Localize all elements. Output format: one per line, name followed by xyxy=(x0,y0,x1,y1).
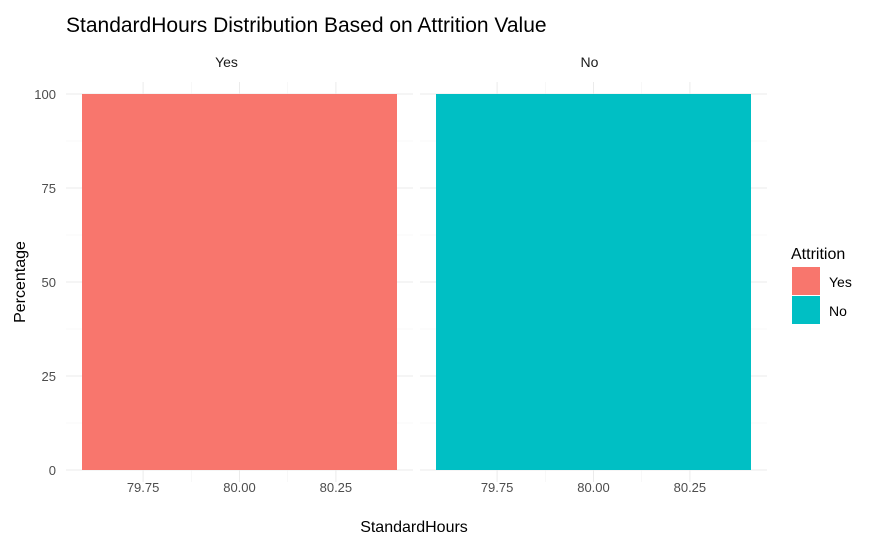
facet-panels: Yes 79.75 80.00 80.25 No 79.75 80.00 80.25 0 25 50… xyxy=(34,54,767,495)
chart-title: StandardHours Distribution Based on Attr… xyxy=(66,14,547,37)
x-axis-title: StandardHours xyxy=(360,519,468,536)
legend: Attrition Yes No xyxy=(791,246,852,324)
legend-title: Attrition xyxy=(791,246,845,263)
y-tick-label: 0 xyxy=(49,463,56,478)
y-tick-label: 25 xyxy=(42,369,56,384)
x-tick-label: 80.00 xyxy=(223,480,256,495)
x-tick-label: 80.25 xyxy=(320,480,353,495)
legend-key-no xyxy=(792,296,820,324)
y-axis-title: Percentage xyxy=(12,241,29,323)
y-tick-label: 100 xyxy=(34,87,56,102)
facet-label-yes: Yes xyxy=(215,54,238,70)
y-tick-label: 75 xyxy=(42,181,56,196)
bar-no xyxy=(436,94,751,470)
facet-label-no: No xyxy=(581,54,599,70)
bar-yes xyxy=(82,94,397,470)
legend-label-no: No xyxy=(829,303,847,319)
x-tick-label: 80.25 xyxy=(674,480,707,495)
legend-label-yes: Yes xyxy=(829,274,852,290)
x-tick-label: 79.75 xyxy=(127,480,160,495)
legend-key-yes xyxy=(792,267,820,295)
y-tick-label: 50 xyxy=(42,275,56,290)
x-tick-label: 80.00 xyxy=(577,480,610,495)
x-tick-label: 79.75 xyxy=(481,480,514,495)
